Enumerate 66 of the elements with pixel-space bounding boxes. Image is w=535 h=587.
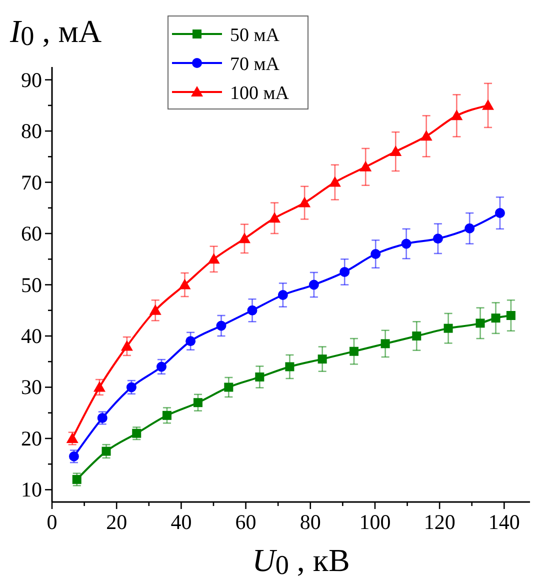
point — [482, 99, 494, 110]
point — [308, 280, 319, 290]
point — [224, 382, 234, 392]
x-tick-label: 60 — [235, 510, 256, 534]
point — [328, 176, 341, 187]
point — [420, 130, 432, 141]
x-tick-label: 120 — [424, 510, 456, 534]
y-axis-title: I$_{0}$ , мА — [9, 13, 102, 52]
y-tick-label: 70 — [21, 170, 42, 194]
point — [401, 238, 412, 249]
x-axis-title: U$_{0}$ , кВ — [252, 542, 350, 580]
point — [318, 354, 327, 364]
point — [72, 474, 82, 484]
point — [268, 212, 281, 223]
point — [247, 305, 258, 316]
point — [360, 160, 372, 172]
point — [450, 110, 463, 120]
y-tick-label: 10 — [21, 478, 42, 502]
x-tick-label: 80 — [300, 510, 321, 534]
x-tick-label: 140 — [488, 510, 520, 534]
point — [186, 336, 196, 346]
point — [102, 446, 111, 456]
y-tick-label: 20 — [21, 426, 42, 450]
legend-label: 70 мА — [230, 54, 280, 75]
point — [132, 428, 142, 438]
point — [216, 320, 226, 331]
point — [506, 311, 516, 320]
x-tick-label: 100 — [359, 510, 391, 534]
point — [476, 318, 485, 328]
legend-label: 50 мА — [230, 25, 280, 46]
point — [444, 324, 453, 333]
point — [298, 196, 311, 208]
point — [380, 339, 390, 348]
y-tick-label: 90 — [21, 68, 42, 92]
point — [390, 146, 402, 156]
point — [278, 290, 288, 300]
point — [66, 432, 78, 443]
point — [238, 232, 250, 244]
point — [491, 314, 500, 323]
y-tick-label: 60 — [21, 222, 42, 246]
y-tick-label: 80 — [21, 119, 42, 144]
point — [208, 253, 220, 264]
point — [162, 410, 172, 420]
point — [149, 304, 162, 315]
y-tick-label: 40 — [21, 324, 42, 348]
x-tick-label: 20 — [106, 510, 128, 534]
point — [285, 362, 294, 372]
point — [432, 234, 443, 244]
point — [464, 223, 475, 234]
point — [193, 398, 202, 408]
x-tick-label: 40 — [170, 510, 192, 534]
legend-label: 100 мА — [230, 83, 290, 104]
point — [120, 340, 133, 351]
point — [412, 331, 422, 340]
point — [178, 278, 191, 290]
point — [370, 249, 381, 260]
point — [349, 346, 358, 356]
y-tick-label: 50 — [21, 272, 42, 297]
y-tick-label: 30 — [21, 375, 42, 400]
point — [126, 382, 136, 392]
point — [340, 266, 350, 277]
point — [156, 362, 166, 372]
point — [255, 372, 264, 382]
point — [494, 208, 505, 218]
x-tick-label: 0 — [46, 510, 58, 534]
point — [93, 381, 106, 392]
